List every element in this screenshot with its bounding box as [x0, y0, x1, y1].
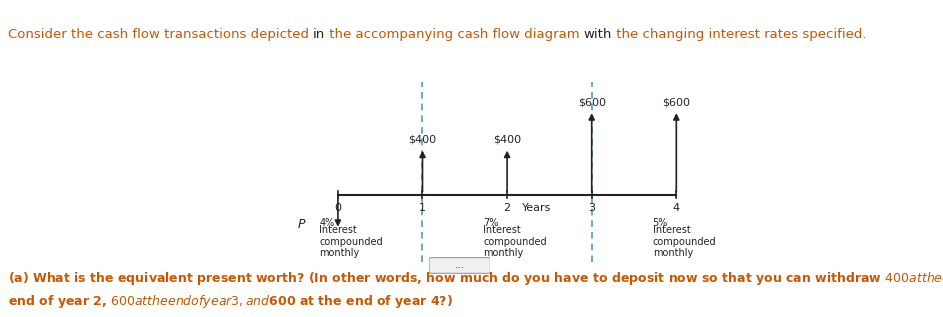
Text: with: with — [584, 28, 612, 42]
Text: 0: 0 — [335, 203, 341, 213]
Text: 3: 3 — [588, 203, 595, 213]
Text: Interest
compounded
monthly: Interest compounded monthly — [653, 225, 717, 258]
Text: 2: 2 — [504, 203, 511, 213]
Text: 4%: 4% — [320, 218, 335, 228]
Text: $600: $600 — [662, 97, 690, 107]
Text: (a) What is the equivalent present worth? (In other words, how much do you have : (a) What is the equivalent present worth… — [8, 270, 943, 287]
Text: $600: $600 — [578, 97, 605, 107]
Text: 7%: 7% — [484, 218, 499, 228]
Text: Interest
compounded
monthly: Interest compounded monthly — [484, 225, 547, 258]
Text: end of year 2, $600 at the end of year 3, and $600 at the end of year 4?): end of year 2, $600 at the end of year 3… — [8, 293, 453, 310]
Text: Interest
compounded
monthly: Interest compounded monthly — [320, 225, 383, 258]
Text: 5%: 5% — [653, 218, 668, 228]
Text: in: in — [313, 28, 325, 42]
Text: 1: 1 — [419, 203, 426, 213]
Text: $400: $400 — [408, 134, 437, 145]
Text: the changing interest rates specified.: the changing interest rates specified. — [612, 28, 867, 42]
Text: $400: $400 — [493, 134, 521, 145]
Text: ...: ... — [455, 261, 465, 270]
Text: the accompanying cash flow diagram: the accompanying cash flow diagram — [325, 28, 584, 42]
Text: P: P — [297, 218, 305, 231]
Text: Consider the cash flow transactions depicted: Consider the cash flow transactions depi… — [8, 28, 313, 42]
Text: 4: 4 — [672, 203, 680, 213]
FancyBboxPatch shape — [429, 258, 490, 273]
Text: Years: Years — [522, 203, 552, 213]
